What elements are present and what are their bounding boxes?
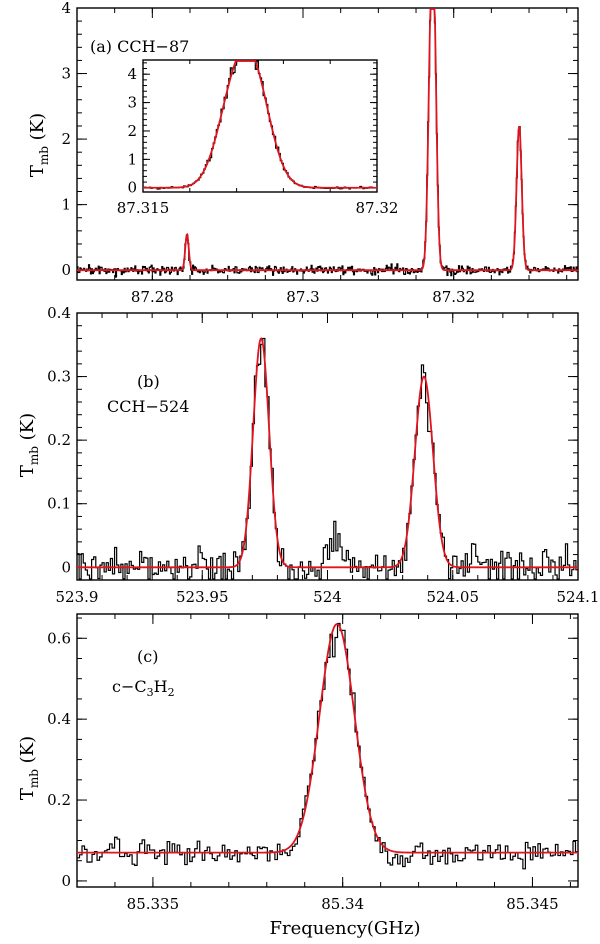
- panel-b-ticks: [76, 312, 579, 580]
- y-tick-label: 0: [127, 179, 137, 197]
- panel-c-c3h2: 85.335 85.34 85.345 0 0.2 0.4 0.6 (c) c−C3H2 T…: [17, 613, 579, 913]
- panel-a-label: (a) CCH−87: [90, 37, 189, 56]
- inset-tick-labels: 87.315 87.32 0 1 2 3 4: [117, 65, 399, 217]
- panel-a-ticks: [76, 7, 578, 280]
- x-tick-label: 87.3: [286, 288, 319, 306]
- y-tick-label: 4: [127, 65, 137, 83]
- x-tick-label: 87.315: [117, 199, 170, 217]
- panel-b-species: CCH−524: [107, 397, 189, 416]
- y-tick-label: 1: [127, 150, 137, 168]
- y-tick-label: 4: [61, 0, 71, 17]
- panel-c-ylabel: Tmb (K): [17, 736, 41, 800]
- y-tick-label: 0.2: [47, 791, 71, 809]
- panel-a-fit-curve: [77, 8, 578, 272]
- x-tick-label: 87.32: [356, 199, 399, 217]
- panel-a-ylabel: Tmb (K): [27, 113, 51, 177]
- y-tick-label: 2: [61, 130, 71, 148]
- panel-a-frame: [76, 7, 579, 281]
- panel-b-tick-labels: 523.9 523.95 524 524.05 524.1 0 0.1 0.2 0.3 0.4: [47, 304, 599, 606]
- panel-c-species: c−C3H2: [112, 677, 175, 699]
- x-tick-label: 523.9: [56, 588, 99, 606]
- y-tick-label: 0.1: [47, 495, 71, 513]
- y-tick-label: 0: [61, 558, 71, 576]
- x-tick-label: 85.34: [321, 895, 364, 913]
- panel-c-tick-labels: 85.335 85.34 85.345 0 0.2 0.4 0.6: [47, 629, 559, 913]
- y-tick-label: 0: [61, 872, 71, 890]
- panel-c-frame: [76, 613, 579, 888]
- panel-b-frame: [76, 312, 579, 581]
- inset-fit-curve: [143, 60, 377, 189]
- y-tick-label: 0.2: [47, 431, 71, 449]
- x-tick-label: 87.28: [131, 288, 174, 306]
- panel-b-fit-curve: [77, 337, 578, 569]
- y-tick-label: 0: [61, 261, 71, 279]
- y-tick-label: 3: [61, 65, 71, 83]
- panel-c-label: (c): [137, 647, 158, 666]
- y-tick-label: 1: [61, 196, 71, 214]
- y-tick-label: 2: [127, 122, 137, 140]
- panel-c-ticks: [77, 614, 578, 887]
- x-tick-label: 87.32: [432, 288, 475, 306]
- x-tick-label: 85.345: [506, 895, 559, 913]
- panel-c-fit-curve: [77, 623, 578, 854]
- x-tick-label: 524.05: [427, 588, 480, 606]
- x-tick-label: 85.335: [127, 895, 180, 913]
- panel-b-cch-524: 523.9 523.95 524 524.05 524.1 0 0.1 0.2 0.3 0.4 (…: [17, 304, 599, 606]
- y-tick-label: 0.3: [47, 368, 71, 386]
- x-axis-title: Frequency(GHz): [270, 918, 421, 939]
- y-tick-label: 0.6: [47, 629, 71, 647]
- x-tick-label: 523.95: [176, 588, 229, 606]
- inset-frame: [142, 59, 378, 193]
- x-tick-label: 524.1: [557, 588, 600, 606]
- panel-b-ylabel: Tmb (K): [17, 413, 41, 477]
- panel-b-label: (b): [137, 372, 160, 391]
- y-tick-label: 0.4: [47, 304, 71, 322]
- panel-a-inset: 87.315 87.32 0 1 2 3 4: [117, 59, 399, 217]
- inset-ticks: [142, 60, 378, 192]
- y-tick-label: 3: [127, 94, 137, 112]
- panel-a-tick-labels: 87.28 87.3 87.32 0 1 2 3 4: [61, 0, 475, 306]
- x-tick-label: 524: [313, 588, 342, 606]
- y-tick-label: 0.4: [47, 710, 71, 728]
